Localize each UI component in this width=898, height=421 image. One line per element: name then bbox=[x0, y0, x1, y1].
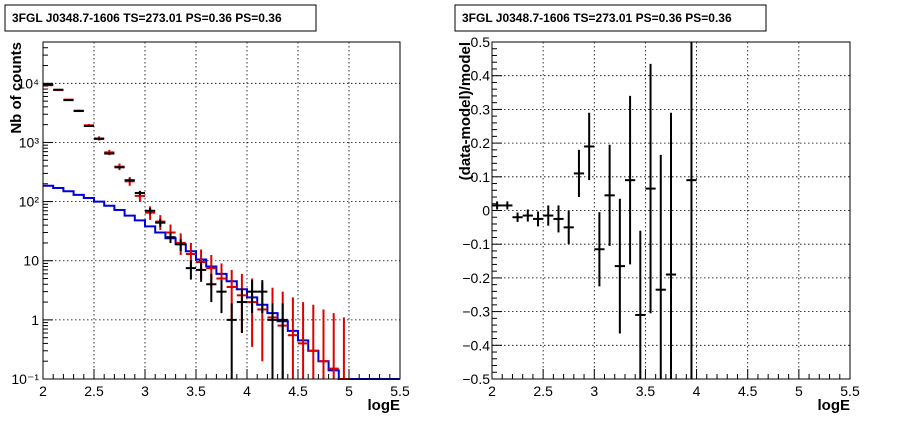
right-y-tick-label: 0 bbox=[482, 203, 490, 219]
right-plot-frame bbox=[491, 41, 851, 380]
right-y-axis-label: (data-model)/model bbox=[457, 42, 474, 180]
right-title-box bbox=[454, 4, 767, 32]
right-chart-title: 3FGL J0348.7-1606 TS=273.01 PS=0.36 PS=0… bbox=[462, 11, 732, 25]
left-y-tick-label: 10³ bbox=[19, 134, 40, 150]
right-y-tick-label: 0.5 bbox=[471, 34, 491, 50]
right-x-tick-label: 4 bbox=[693, 383, 701, 399]
right-x-axis-label: logE bbox=[818, 397, 851, 414]
right-grid bbox=[492, 42, 850, 379]
left-x-tick-label: 2.5 bbox=[84, 383, 104, 399]
right-panel: 3FGL J0348.7-1606 TS=273.01 PS=0.36 PS=0… bbox=[454, 4, 860, 414]
left-plot-marks bbox=[43, 83, 400, 380]
right-x-tick-label: 3.5 bbox=[636, 383, 656, 399]
left-x-tick-label: 5 bbox=[345, 383, 353, 399]
left-x-tick-label: 4 bbox=[243, 383, 251, 399]
right-x-tick-label: 4.5 bbox=[738, 383, 758, 399]
right-x-tick-label: 5 bbox=[795, 383, 803, 399]
left-y-tick-label: 10⁴ bbox=[17, 75, 39, 91]
right-y-tick-label: −0.4 bbox=[462, 337, 490, 353]
left-x-tick-label: 3 bbox=[141, 383, 149, 399]
left-y-tick-label: 10 bbox=[23, 253, 39, 269]
right-y-tick-label: 0.1 bbox=[471, 169, 491, 185]
right-y-tick-label: −0.2 bbox=[462, 270, 490, 286]
right-x-tick-label: 5.5 bbox=[840, 383, 860, 399]
left-grid bbox=[43, 42, 400, 379]
right-x-tick-label: 2 bbox=[488, 383, 496, 399]
left-x-tick-label: 2 bbox=[39, 383, 47, 399]
left-x-axis-label: logE bbox=[368, 397, 401, 414]
left-y-tick-label: 1 bbox=[31, 312, 39, 328]
right-x-tick-label: 3 bbox=[590, 383, 598, 399]
right-plot-marks bbox=[492, 42, 697, 379]
right-y-tick-label: −0.3 bbox=[462, 304, 490, 320]
left-x-tick-label: 5.5 bbox=[390, 383, 410, 399]
left-panel: 3FGL J0348.7-1606 TS=273.01 PS=0.36 PS=0… bbox=[4, 4, 410, 414]
right-y-tick-label: −0.1 bbox=[462, 236, 490, 252]
right-y-tick-label: 0.2 bbox=[471, 135, 491, 151]
right-y-tick-label: 0.3 bbox=[471, 101, 491, 117]
right-y-tick-label: −0.5 bbox=[462, 371, 490, 387]
left-chart-title: 3FGL J0348.7-1606 TS=273.01 PS=0.36 PS=0… bbox=[12, 11, 282, 25]
right-x-tick-label: 2.5 bbox=[533, 383, 553, 399]
left-x-tick-label: 4.5 bbox=[288, 383, 308, 399]
left-y-tick-label: 10⁻¹ bbox=[11, 371, 39, 387]
left-y-axis-label: Nb of counts bbox=[8, 42, 25, 134]
left-y-tick-label: 10² bbox=[19, 194, 40, 210]
left-plot-frame bbox=[42, 41, 401, 380]
left-title-box bbox=[4, 4, 317, 32]
right-axis-ticks: 2 2.5 3 3.5 4 4.5 5 5.5 −0.5 −0.4 −0.3 −0.2 −0.1 0 0.1… bbox=[462, 34, 860, 399]
left-x-tick-label: 3.5 bbox=[186, 383, 206, 399]
left-model-step-line bbox=[43, 184, 400, 380]
right-y-tick-label: 0.4 bbox=[471, 68, 491, 84]
